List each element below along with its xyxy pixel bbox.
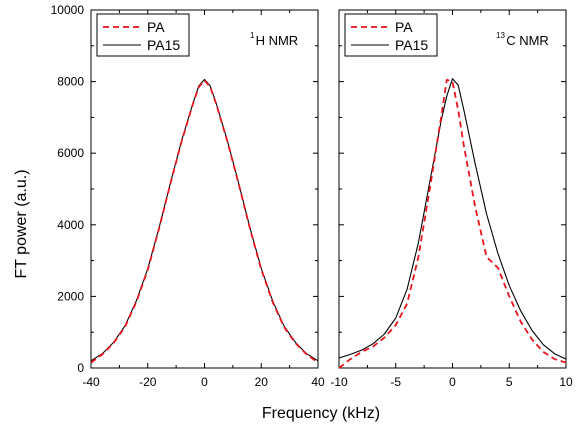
panel-label: C NMR [506, 33, 549, 48]
x-tick-label: -10 [330, 375, 348, 389]
panel-label: H NMR [256, 33, 299, 48]
x-axis-title: Frequency (kHz) [262, 405, 380, 422]
legend-label: PA [395, 19, 413, 35]
y-tick-label: 6000 [57, 146, 84, 160]
plot-frame [90, 9, 319, 369]
y-axis-title: FT power (a.u.) [13, 169, 30, 278]
x-tick-label: 40 [311, 375, 325, 389]
series-line-pa15 [90, 78, 319, 362]
panel-1h-nmr: -40 -20 0 20 40 PA PA15 1 H NMR [82, 9, 325, 389]
legend-label: PA15 [147, 37, 180, 53]
legend-box [344, 13, 438, 57]
y-tick-label: 2000 [57, 289, 84, 303]
series-line-pa [338, 78, 567, 369]
legend-box [96, 13, 190, 57]
y-tick-label: 0 [77, 361, 84, 375]
x-tick-label: 20 [255, 375, 269, 389]
x-tick-label: 5 [506, 375, 513, 389]
panel-label-superscript: 13 [496, 31, 505, 40]
panel-13c-nmr: -10 -5 0 5 10 PA PA15 13 C NMR [330, 9, 573, 389]
series-line-pa15 [338, 78, 567, 360]
legend-label: PA15 [395, 37, 428, 53]
y-axis: 0 2000 4000 6000 8000 10000 [51, 3, 85, 375]
x-tick-label: 0 [449, 375, 456, 389]
series-line-pa [90, 79, 319, 364]
y-tick-label: 8000 [57, 75, 84, 89]
x-tick-label: 0 [201, 375, 208, 389]
x-tick-label: -5 [390, 375, 401, 389]
x-tick-label: -40 [82, 375, 100, 389]
x-tick-label: -20 [139, 375, 157, 389]
panel-label-superscript: 1 [250, 31, 255, 40]
legend-label: PA [147, 19, 165, 35]
y-tick-label: 4000 [57, 218, 84, 232]
x-tick-label: 10 [559, 375, 573, 389]
plot-frame [338, 9, 567, 369]
y-tick-label: 10000 [51, 3, 85, 17]
